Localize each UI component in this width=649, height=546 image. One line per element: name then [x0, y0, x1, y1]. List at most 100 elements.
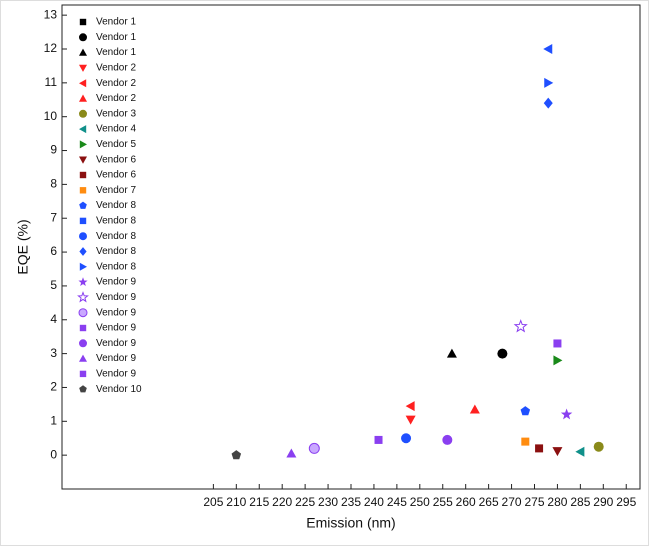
legend-marker [79, 187, 87, 194]
x-tick-label: 255 [433, 495, 453, 509]
legend-marker [79, 324, 87, 332]
legend-label: Vendor 9 [96, 323, 136, 334]
legend-marker [79, 217, 87, 225]
legend-marker [79, 94, 87, 102]
point [513, 319, 528, 333]
y-tick-label: 2 [50, 380, 57, 394]
legend-marker [79, 354, 87, 362]
point [442, 434, 453, 445]
point [286, 448, 297, 458]
legend-marker [79, 339, 87, 348]
point [520, 406, 531, 416]
point [446, 348, 457, 358]
point [593, 441, 604, 452]
y-tick-label: 13 [44, 7, 58, 21]
x-tick-label: 250 [410, 495, 430, 509]
point [544, 77, 554, 88]
x-tick-label: 275 [524, 495, 544, 509]
legend-label: Vendor 7 [96, 185, 136, 196]
legend-label: Vendor 9 [96, 292, 136, 303]
legend-label: Vendor 9 [96, 338, 136, 349]
legend-marker [78, 308, 88, 318]
point [560, 408, 573, 420]
legend-marker [79, 109, 87, 118]
legend-label: Vendor 2 [96, 78, 136, 89]
y-tick-label: 5 [50, 278, 57, 292]
x-tick-label: 245 [387, 495, 407, 509]
legend-label: Vendor 1 [96, 17, 136, 28]
x-tick-label: 270 [502, 495, 522, 509]
y-tick-label: 10 [44, 109, 58, 123]
legend-marker [79, 48, 87, 56]
point [552, 447, 563, 457]
legend-label: Vendor 1 [96, 32, 136, 43]
point [575, 446, 585, 457]
point [231, 450, 242, 460]
legend-marker [79, 125, 87, 134]
point [401, 433, 412, 444]
y-tick-label: 6 [50, 244, 57, 258]
point [308, 442, 320, 454]
legend-label: Vendor 9 [96, 353, 136, 364]
x-tick-label: 265 [479, 495, 499, 509]
legend-marker [79, 18, 87, 26]
legend-label: Vendor 5 [96, 139, 136, 150]
legend-label: Vendor 8 [96, 246, 136, 257]
point [553, 339, 562, 348]
point [374, 435, 383, 444]
y-tick-label: 3 [50, 346, 57, 360]
legend-marker [79, 171, 87, 179]
legend-label: Vendor 8 [96, 216, 136, 227]
x-tick-label: 280 [547, 495, 567, 509]
x-tick-label: 285 [570, 495, 590, 509]
y-axis-label: EQE (%) [15, 219, 31, 274]
x-tick-label: 215 [249, 495, 269, 509]
legend-label: Vendor 8 [96, 200, 136, 211]
legend-label: Vendor 2 [96, 63, 136, 74]
point [543, 44, 553, 54]
legend-marker [79, 64, 87, 72]
legend-marker [79, 79, 87, 88]
legend-label: Vendor 8 [96, 231, 136, 242]
legend-label: Vendor 9 [96, 277, 136, 288]
point [521, 437, 530, 446]
legend-label: Vendor 9 [96, 307, 136, 318]
x-tick-label: 235 [341, 495, 361, 509]
legend-label: Vendor 6 [96, 154, 136, 165]
legend-label: Vendor 4 [96, 124, 136, 135]
y-tick-label: 12 [44, 41, 58, 55]
legend-label: Vendor 3 [96, 108, 136, 119]
legend-label: Vendor 1 [96, 47, 136, 58]
point [497, 348, 508, 359]
x-tick-label: 225 [295, 495, 315, 509]
x-tick-label: 210 [226, 495, 246, 509]
legend-label: Vendor 9 [96, 369, 136, 380]
point [469, 404, 480, 414]
x-tick-label: 295 [616, 495, 636, 509]
x-tick-label: 240 [364, 495, 384, 509]
legend-marker [79, 370, 87, 378]
legend-marker [79, 232, 87, 241]
y-tick-label: 8 [50, 177, 57, 191]
legend-marker [79, 33, 87, 42]
y-tick-label: 1 [50, 413, 57, 427]
point [543, 97, 553, 109]
legend-marker [78, 277, 88, 286]
y-tick-label: 0 [50, 447, 57, 461]
y-tick-label: 9 [50, 143, 57, 157]
legend-label: Vendor 6 [96, 170, 136, 181]
legend-marker [79, 156, 87, 164]
legend-label: Vendor 8 [96, 261, 136, 272]
point [553, 355, 563, 366]
y-tick-label: 4 [50, 312, 57, 326]
x-tick-label: 205 [203, 495, 223, 509]
legend-marker [79, 262, 87, 271]
legend-label: Vendor 2 [96, 93, 136, 104]
legend-marker [77, 291, 89, 303]
legend-marker [79, 385, 87, 393]
point [535, 444, 544, 453]
point [405, 415, 416, 425]
x-tick-label: 260 [456, 495, 476, 509]
